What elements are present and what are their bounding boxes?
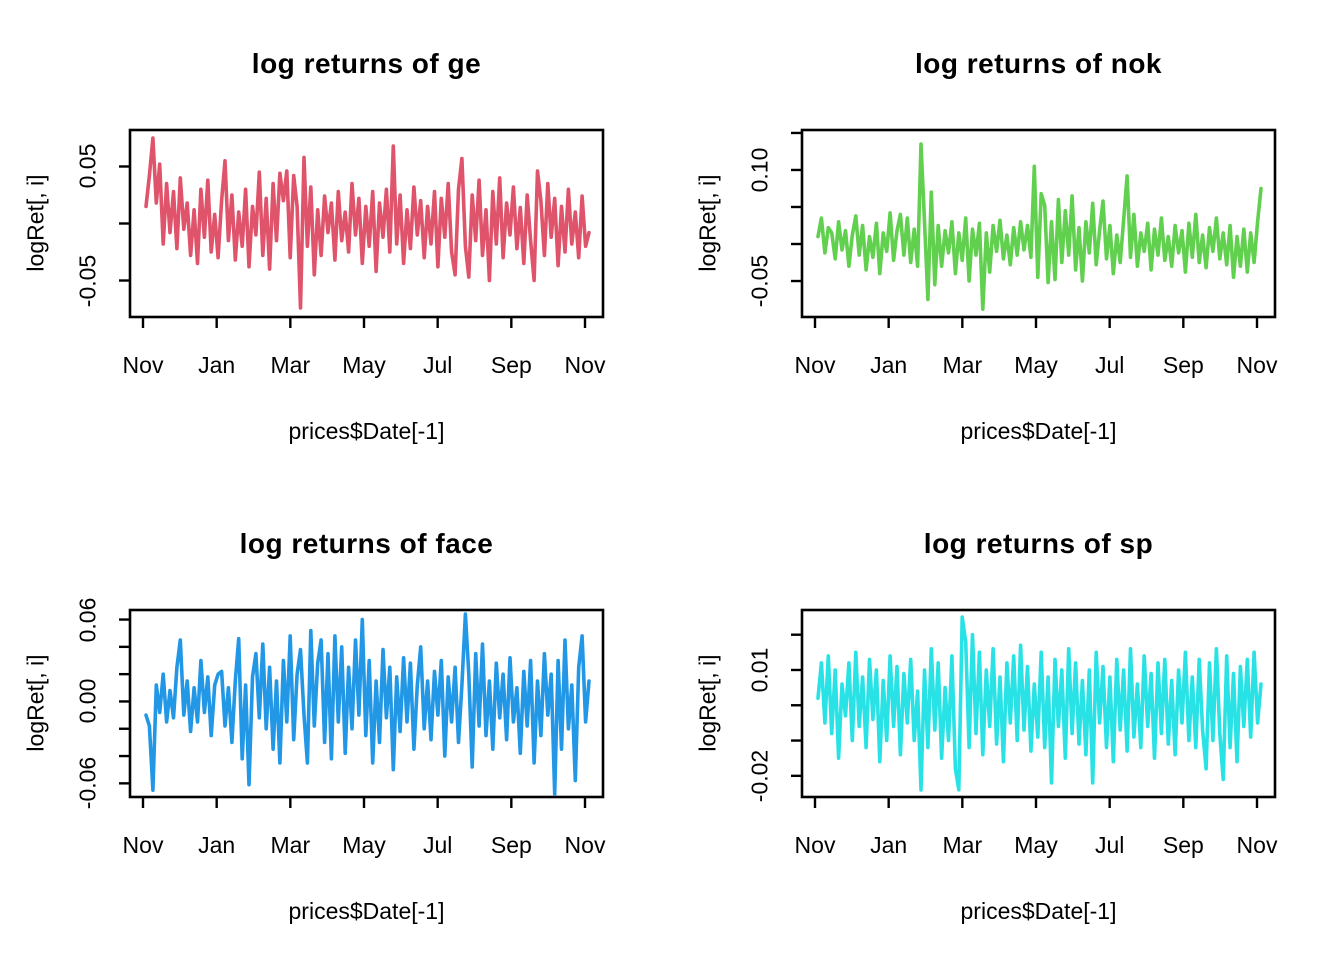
panel-title: log returns of nok — [915, 48, 1162, 79]
x-axis-label: prices$Date[-1] — [288, 898, 445, 924]
plot-area-face — [119, 608, 605, 808]
x-axis-label: prices$Date[-1] — [960, 898, 1117, 924]
x-tick-label: Jan — [198, 832, 236, 858]
x-tick-label: Jan — [198, 352, 236, 378]
x-tick-label: Mar — [270, 832, 311, 858]
x-tick-label: Nov — [794, 352, 836, 378]
plot-box — [128, 608, 605, 799]
x-tick-label: Jan — [870, 352, 908, 378]
plot-box — [800, 608, 1277, 799]
plot-area-nok — [791, 128, 1277, 328]
x-axis-label: prices$Date[-1] — [960, 418, 1117, 444]
x-tick-label: Sep — [1162, 832, 1204, 858]
x-tick-label: Nov — [1236, 832, 1278, 858]
x-tick-label: Jan — [870, 832, 908, 858]
x-tick-label: Sep — [1162, 352, 1204, 378]
x-tick-label: Nov — [564, 832, 606, 858]
series-line-nok — [816, 142, 1263, 312]
x-tick-label: May — [1014, 352, 1058, 378]
x-tick-label: Nov — [1236, 352, 1278, 378]
panel-title: log returns of face — [239, 528, 494, 559]
panel-face: log returns of face logRet[, i] prices$D… — [0, 480, 672, 960]
panel-title: log returns of sp — [923, 528, 1154, 559]
x-tick-label: May — [1014, 832, 1058, 858]
series-line-face — [144, 612, 591, 797]
x-tick-label: Sep — [490, 352, 532, 378]
x-tick-label: Sep — [490, 832, 532, 858]
plot-box — [800, 128, 1277, 319]
x-axis-label: prices$Date[-1] — [288, 418, 445, 444]
panel-ge: log returns of ge logRet[, i] prices$Dat… — [0, 0, 672, 480]
x-tick-label: Nov — [564, 352, 606, 378]
x-tick-label: Jul — [1094, 352, 1125, 378]
x-tick-label: Jul — [422, 352, 453, 378]
plot-area-sp — [791, 608, 1277, 808]
x-tick-label: Jul — [422, 832, 453, 858]
x-tick-label: Nov — [794, 832, 836, 858]
panel-title: log returns of ge — [251, 48, 482, 79]
x-tick-label: May — [342, 832, 386, 858]
plot-area-ge — [119, 128, 605, 328]
x-tick-label: Mar — [942, 352, 983, 378]
x-tick-label: Nov — [122, 832, 164, 858]
x-tick-label: Nov — [122, 352, 164, 378]
panel-sp: log returns of sp logRet[, i] prices$Dat… — [672, 480, 1344, 960]
series-line-sp — [816, 615, 1263, 792]
x-tick-label: May — [342, 352, 386, 378]
x-tick-label: Jul — [1094, 832, 1125, 858]
x-tick-label: Mar — [942, 832, 983, 858]
x-tick-label: Mar — [270, 352, 311, 378]
panel-nok: log returns of nok logRet[, i] prices$Da… — [672, 0, 1344, 480]
series-line-ge — [144, 136, 591, 310]
